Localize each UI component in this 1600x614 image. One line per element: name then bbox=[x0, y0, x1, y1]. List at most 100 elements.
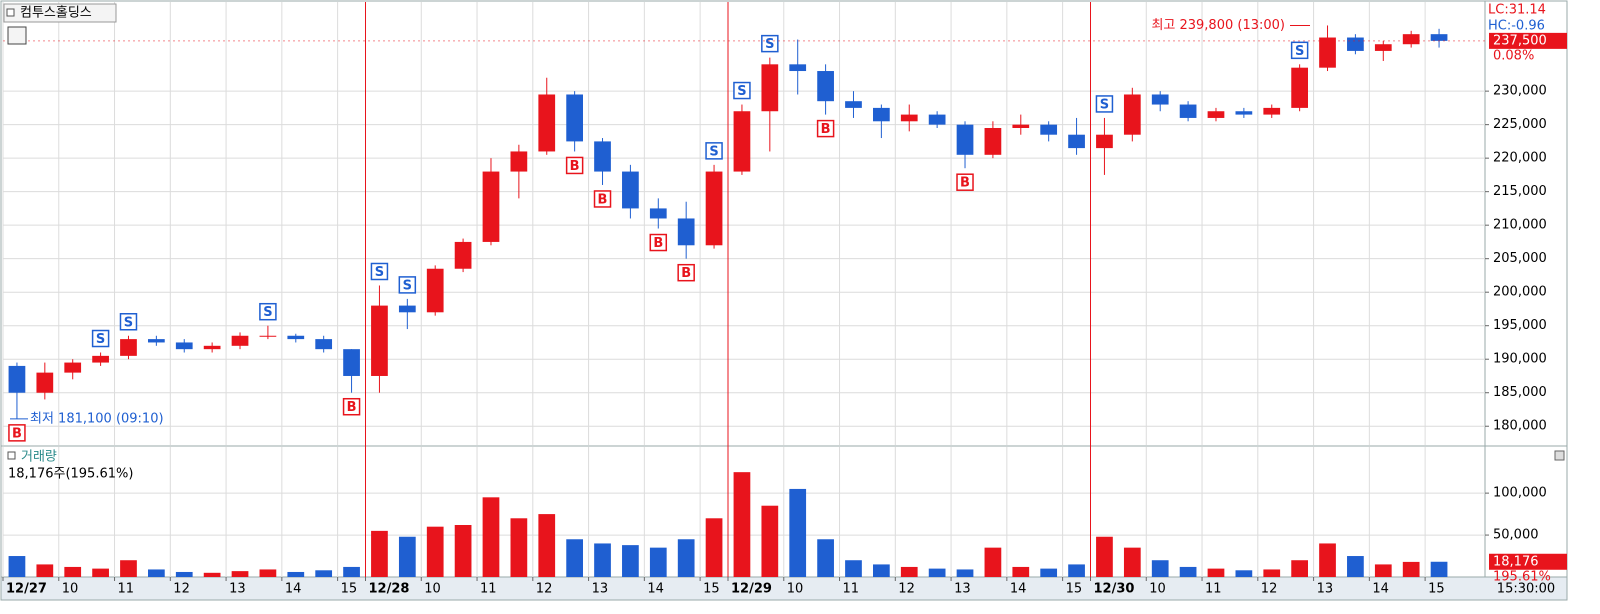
volume-bar bbox=[1096, 536, 1113, 577]
volume-bar bbox=[1151, 560, 1169, 577]
candle-body bbox=[1291, 67, 1308, 108]
volume-bar bbox=[371, 530, 388, 577]
candle-body bbox=[649, 208, 667, 219]
candle-body bbox=[622, 171, 639, 209]
panel-toggle[interactable] bbox=[1554, 450, 1565, 461]
candle-body bbox=[1235, 111, 1253, 115]
volume-bar bbox=[1347, 556, 1364, 577]
volume-bar bbox=[622, 545, 639, 577]
signal-label: S bbox=[709, 144, 718, 159]
volume-bar bbox=[175, 571, 193, 577]
candle-body bbox=[1096, 134, 1113, 149]
signal-marker bbox=[705, 142, 723, 160]
candle-body bbox=[789, 64, 807, 72]
grid-icon[interactable] bbox=[7, 26, 27, 45]
low-note: 최저 181,100 (09:10) bbox=[30, 411, 164, 426]
volume-bar bbox=[984, 547, 1002, 577]
y-tick-label: 215,000 bbox=[1493, 184, 1547, 199]
signal-label: B bbox=[653, 236, 663, 251]
y-tick-label: 225,000 bbox=[1493, 117, 1547, 132]
volume-bar bbox=[1263, 569, 1281, 577]
x-tick-label: 11 bbox=[1205, 582, 1222, 597]
volume-bar bbox=[1319, 543, 1336, 577]
x-tick-label: 12 bbox=[536, 582, 553, 597]
chart-title: 컴투스홀딩스 bbox=[20, 6, 92, 21]
signal-marker bbox=[119, 313, 138, 331]
volume-bar bbox=[510, 518, 528, 577]
volume-bar bbox=[1179, 566, 1197, 577]
x-tick-label: 15 bbox=[341, 582, 358, 597]
volume-bar bbox=[1235, 570, 1253, 577]
x-tick-label: 13 bbox=[954, 582, 971, 597]
candle-body bbox=[371, 305, 388, 376]
candle-body bbox=[1319, 37, 1336, 68]
signal-marker bbox=[1095, 95, 1114, 113]
x-tick-label: 12 bbox=[898, 582, 915, 597]
x-tick-label: 15 bbox=[1066, 582, 1083, 597]
candle-body bbox=[1179, 104, 1197, 118]
volume-bar bbox=[900, 566, 918, 577]
x-tick-label: 11 bbox=[843, 582, 860, 597]
signal-marker bbox=[565, 156, 584, 175]
candle-body bbox=[845, 101, 862, 108]
x-tick-label: 12 bbox=[173, 582, 190, 597]
y-tick-label: 50,000 bbox=[1493, 528, 1539, 543]
volume-summary: 18,176주(195.61%) bbox=[8, 467, 133, 482]
x-tick-label: 11 bbox=[480, 582, 497, 597]
volume-bar bbox=[538, 514, 556, 577]
candle-body bbox=[733, 111, 751, 172]
title-box bbox=[3, 3, 117, 23]
x-tick-label: 11 bbox=[118, 582, 135, 597]
y-tick-label: 205,000 bbox=[1493, 251, 1547, 266]
x-tick-label: 14 bbox=[285, 582, 302, 597]
last-volume-label: 18,176 bbox=[1493, 554, 1539, 569]
volume-bar bbox=[36, 564, 54, 577]
volume-bar bbox=[482, 497, 500, 577]
x-tick-label: 12/29 bbox=[731, 582, 772, 597]
candle-body bbox=[1040, 124, 1058, 135]
candle-body bbox=[1374, 44, 1392, 51]
signal-label: B bbox=[570, 159, 580, 174]
volume-bar bbox=[1123, 547, 1141, 577]
volume-bar bbox=[761, 505, 779, 577]
signal-label: B bbox=[960, 176, 970, 191]
candle-body bbox=[64, 362, 82, 373]
signal-label: S bbox=[765, 37, 774, 52]
candle-body bbox=[1347, 37, 1364, 51]
candle-body bbox=[454, 241, 472, 269]
y-tick-label: 100,000 bbox=[1493, 486, 1547, 501]
change-pct: 0.08% bbox=[1493, 48, 1534, 63]
candle-body bbox=[984, 127, 1002, 155]
signal-label: S bbox=[737, 84, 746, 99]
x-tick-label: 13 bbox=[229, 582, 246, 597]
candle-body bbox=[1430, 34, 1448, 41]
signal-marker bbox=[761, 34, 779, 53]
candle-body bbox=[1151, 94, 1169, 105]
volume-bar bbox=[1207, 568, 1225, 577]
candle-body bbox=[315, 339, 333, 350]
candle-body bbox=[482, 171, 500, 242]
x-tick-label: 10 bbox=[787, 582, 804, 597]
volume-bar bbox=[873, 564, 890, 577]
signal-label: S bbox=[263, 305, 272, 320]
signal-label: B bbox=[681, 266, 691, 281]
candle-body bbox=[1123, 94, 1141, 135]
candle-body bbox=[510, 151, 528, 172]
candle-body bbox=[761, 64, 779, 112]
volume-bar bbox=[1040, 568, 1058, 577]
signal-label: S bbox=[403, 278, 412, 293]
volume-bar bbox=[120, 560, 137, 577]
time-label: 15:30:00 bbox=[1497, 582, 1555, 597]
signal-marker bbox=[259, 302, 277, 321]
y-tick-label: 190,000 bbox=[1493, 352, 1547, 367]
volume-bar bbox=[928, 568, 946, 577]
volume-bar bbox=[231, 571, 249, 577]
volume-bar bbox=[398, 536, 416, 577]
y-tick-label: 180,000 bbox=[1493, 419, 1547, 434]
volume-bar bbox=[817, 539, 834, 577]
signal-marker bbox=[733, 81, 751, 100]
signal-label: S bbox=[1100, 97, 1109, 112]
volume-ratio: 195.61% bbox=[1493, 569, 1551, 584]
x-tick-label: 10 bbox=[424, 582, 441, 597]
volume-bar bbox=[956, 569, 974, 577]
